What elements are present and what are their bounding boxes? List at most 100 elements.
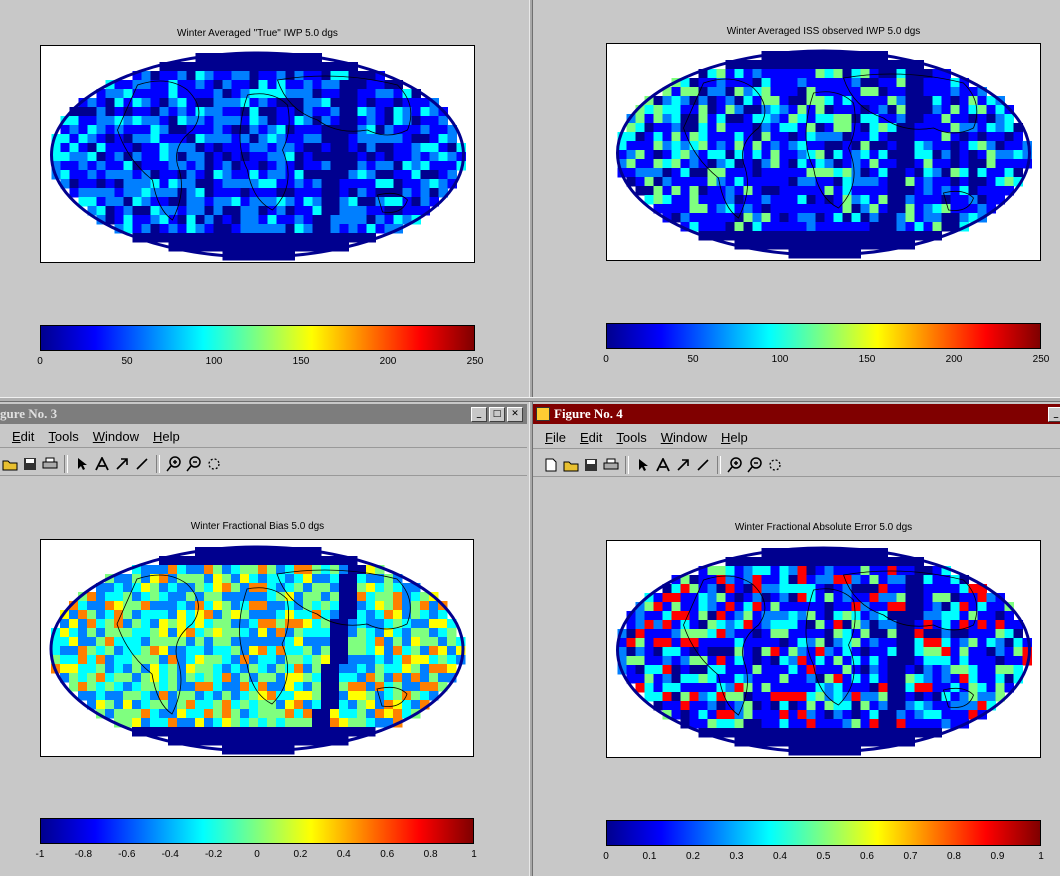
heatmap-cell	[644, 177, 654, 187]
open-icon[interactable]	[561, 455, 581, 475]
heatmap-cell	[761, 611, 771, 621]
heatmap-cell	[770, 60, 780, 70]
heatmap-cell	[204, 565, 214, 575]
heatmap-cell	[752, 60, 762, 70]
heatmap-cell	[213, 125, 223, 135]
heatmap-cell	[213, 89, 223, 99]
heatmap-cell	[393, 98, 403, 108]
plot-axes[interactable]	[606, 43, 1041, 261]
heatmap-cell	[914, 611, 924, 621]
heatmap-cell	[752, 105, 762, 115]
heatmap-cell	[887, 665, 897, 675]
insert-arrow-icon[interactable]	[112, 454, 132, 474]
heatmap-cell	[941, 195, 951, 205]
select-arrow-icon[interactable]	[633, 455, 653, 475]
print-icon[interactable]	[601, 455, 621, 475]
heatmap-cell	[114, 179, 124, 189]
heatmap-cell	[105, 197, 115, 207]
menu-help[interactable]: Help	[720, 430, 748, 445]
heatmap-cell	[1013, 123, 1023, 133]
heatmap-cell	[617, 656, 627, 666]
zoom-in-icon[interactable]	[164, 454, 184, 474]
insert-line-icon[interactable]	[693, 455, 713, 475]
zoom-out-icon[interactable]	[745, 455, 765, 475]
window-titlebar[interactable]: Figure No. 4 _	[533, 404, 1060, 424]
heatmap-cell	[617, 647, 627, 657]
print-icon[interactable]	[40, 454, 60, 474]
heatmap-cell	[752, 701, 762, 711]
menu-window[interactable]: Window	[660, 430, 707, 445]
window-titlebar[interactable]: gure No. 3 _ □ ✕	[0, 404, 527, 424]
heatmap-cell	[132, 619, 142, 629]
menu-tools[interactable]: Tools	[616, 430, 647, 445]
heatmap-cell	[114, 152, 124, 162]
heatmap-cell	[186, 242, 196, 252]
heatmap-cell	[375, 718, 385, 728]
heatmap-cell	[258, 556, 268, 566]
heatmap-cell	[671, 186, 681, 196]
menu-tools[interactable]: Tools	[48, 429, 79, 444]
plot-axes[interactable]	[606, 540, 1041, 758]
heatmap-cell	[1013, 674, 1023, 684]
heatmap-cell	[375, 664, 385, 674]
zoom-in-icon[interactable]	[725, 455, 745, 475]
menu-file[interactable]: File	[545, 430, 566, 445]
heatmap-cell	[249, 556, 259, 566]
heatmap-cell	[87, 673, 97, 683]
matlab-app-icon[interactable]	[536, 407, 550, 421]
insert-text-icon[interactable]	[653, 455, 673, 475]
heatmap-cell	[995, 665, 1005, 675]
plot-axes[interactable]	[40, 45, 475, 263]
heatmap-cell	[869, 602, 879, 612]
new-file-icon[interactable]	[541, 455, 561, 475]
heatmap-cell	[240, 197, 250, 207]
save-icon[interactable]	[20, 454, 40, 474]
heatmap-cell	[438, 116, 448, 126]
heatmap-cell	[770, 213, 780, 223]
heatmap-cell	[447, 161, 457, 171]
zoom-out-icon[interactable]	[184, 454, 204, 474]
heatmap-cell	[635, 114, 645, 124]
rotate-icon[interactable]	[765, 455, 785, 475]
heatmap-cell	[177, 161, 187, 171]
colorbar-tick-label: -0.6	[118, 849, 136, 860]
save-icon[interactable]	[581, 455, 601, 475]
heatmap-cell	[168, 601, 178, 611]
heatmap-cell	[932, 168, 942, 178]
heatmap-cell	[276, 619, 286, 629]
heatmap-cell	[240, 610, 250, 620]
heatmap-cell	[662, 647, 672, 657]
heatmap-cell	[240, 224, 250, 234]
insert-line-icon[interactable]	[132, 454, 152, 474]
heatmap-cell	[896, 186, 906, 196]
open-icon[interactable]	[0, 454, 20, 474]
heatmap-cell	[743, 692, 753, 702]
heatmap-cell	[294, 655, 304, 665]
close-button[interactable]: ✕	[507, 407, 523, 422]
heatmap-cell	[959, 213, 969, 223]
minimize-button[interactable]: _	[1048, 407, 1060, 422]
minimize-button[interactable]: _	[471, 407, 487, 422]
select-arrow-icon[interactable]	[72, 454, 92, 474]
rotate-icon[interactable]	[204, 454, 224, 474]
heatmap-cell	[375, 673, 385, 683]
heatmap-cell	[779, 566, 789, 576]
heatmap-cell	[123, 125, 133, 135]
menu-edit[interactable]: Edit	[579, 430, 603, 445]
heatmap-cell	[833, 240, 843, 250]
heatmap-cell	[869, 665, 879, 675]
menu-help[interactable]: Help	[153, 429, 180, 444]
heatmap-cell	[689, 78, 699, 88]
insert-arrow-icon[interactable]	[673, 455, 693, 475]
heatmap-cell	[923, 177, 933, 187]
heatmap-cell	[186, 601, 196, 611]
heatmap-cell	[743, 719, 753, 729]
heatmap-cell	[905, 195, 915, 205]
menu-edit[interactable]: Edit	[12, 429, 35, 444]
maximize-button[interactable]: □	[489, 407, 505, 422]
insert-text-icon[interactable]	[92, 454, 112, 474]
heatmap-cell	[860, 611, 870, 621]
plot-axes[interactable]	[40, 539, 474, 757]
heatmap-cell	[653, 123, 663, 133]
menu-window[interactable]: Window	[92, 429, 140, 444]
